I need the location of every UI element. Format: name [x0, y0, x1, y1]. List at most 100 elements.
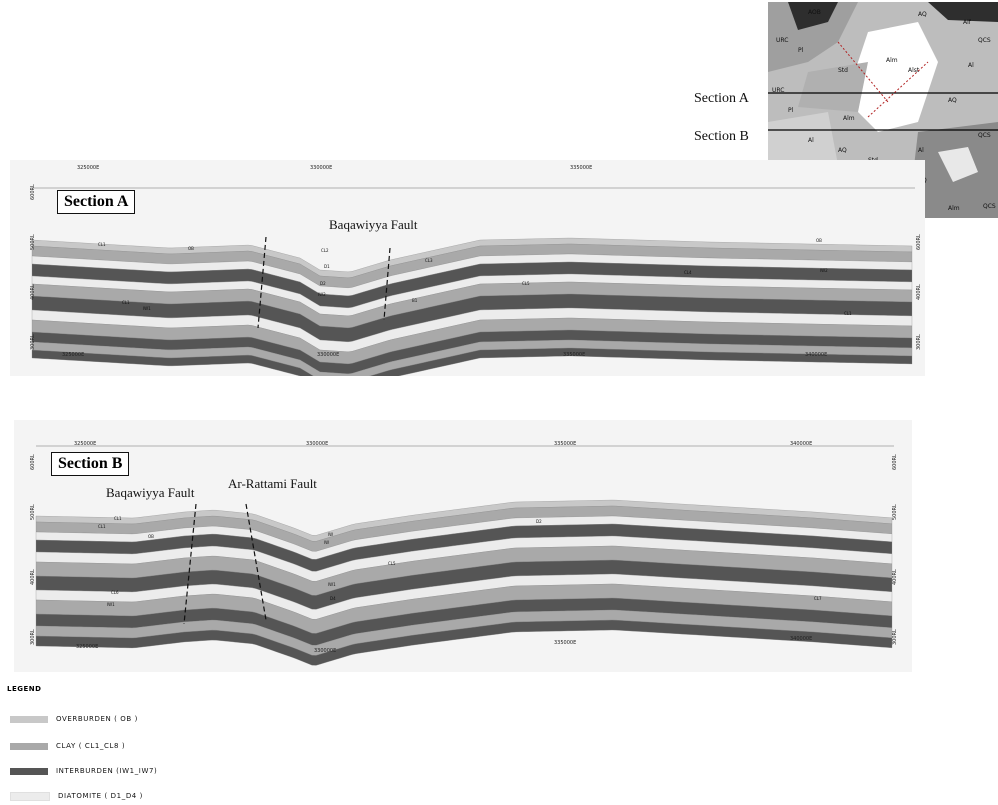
section-a-right-rl-label: 300RL [916, 334, 922, 350]
section-b-top-easting-label: 340000E [790, 441, 812, 447]
section-a-bottom-easting-label: 330000E [317, 352, 339, 358]
section-b-cross-section: 325000E 330000E 335000E 340000E 325000E 33000… [30, 441, 898, 666]
section-b-right-rl-label: 400RL [892, 569, 898, 585]
layer-interburden [31, 347, 913, 376]
section-a-cross-section: 325000E 330000E 335000E 325000E 330000E 33500… [30, 165, 922, 376]
section-b-top-easting-label: 330000E [306, 441, 328, 447]
section-b-layer-tag: CL1 [114, 516, 122, 521]
section-b-left-rl-label: 400RL [30, 569, 36, 585]
map-zone-mid [798, 62, 868, 112]
map-unit-label: AQ [838, 147, 847, 154]
section-b-fault-baqawiyya [183, 503, 197, 625]
map-light-zone [768, 2, 858, 72]
section-b-layer-tag: CL5 [388, 561, 396, 566]
legend-label: OVERBURDEN ( OB ) [56, 715, 138, 723]
map-unit-label: Std [838, 67, 848, 74]
map-unit-label: URC [772, 87, 784, 94]
section-b-bottom-easting-label: 330000E [314, 648, 336, 654]
section-a-left-rl-label: 300RL [30, 334, 36, 350]
section-b-fault-rattami [245, 503, 267, 621]
section-a-right-rl-label: 600RL [916, 234, 922, 250]
section-b-right-rl-label: 300RL [892, 629, 898, 645]
section-b-layer-tag: IW [328, 532, 333, 537]
legend-swatch [10, 767, 48, 775]
map-unit-label: Alf [963, 19, 972, 26]
legend-item-clay: CLAY ( CL1_CL8 ) [10, 740, 125, 752]
section-a-left-rl-label: 500RL [30, 234, 36, 250]
map-unit-label: AOB [808, 9, 821, 16]
section-a-top-easting-label: 330000E [310, 165, 332, 171]
map-unit-label: Al [968, 62, 974, 69]
legend-swatch [10, 791, 50, 801]
section-b-layer-tag: D2 [536, 519, 542, 524]
section-a-layer-tag: CL1 [122, 300, 130, 305]
legend-title: LEGEND [7, 685, 42, 693]
map-fault-line [837, 41, 889, 103]
section-a-left-rl-label: 600RL [30, 184, 36, 200]
section-a-right-rl-label: 400RL [916, 284, 922, 300]
map-unit-label: QCS [978, 132, 991, 139]
map-unit-label: Alm [886, 57, 898, 64]
legend-swatch [10, 742, 48, 750]
legend-item-overburden: OVERBURDEN ( OB ) [10, 713, 138, 725]
section-a-layer-tag: OB [188, 246, 194, 251]
section-a-layer-tag: CL4 [684, 270, 692, 275]
map-unit-label: AQ [948, 97, 957, 104]
map-fault-line [867, 61, 929, 118]
section-b-layer-tag: CL7 [814, 596, 822, 601]
section-a-fault-label: Baqawiyya Fault [329, 217, 418, 232]
legend-item-interburden: INTERBURDEN (IW1_IW7) [10, 765, 157, 777]
map-section-a-label: Section A [694, 91, 749, 106]
section-a-bottom-easting-label: 340000E [805, 352, 827, 358]
section-b-layer-tag: IW [324, 540, 329, 545]
section-a-layer-tag: D1 [324, 264, 330, 269]
section-a-bottom-easting-label: 325000E [62, 352, 84, 358]
section-a-layer-tag: IW2 [318, 292, 326, 297]
section-a-layer-tag: CL2 [321, 248, 329, 253]
section-b-layer-tag: IW1 [328, 582, 336, 587]
section-a-fault-2 [383, 247, 391, 321]
section-b-layer-tag: D4 [330, 596, 336, 601]
section-b-layer-tag: CL6 [111, 590, 119, 595]
section-a-layer-tag: IW2 [820, 268, 828, 273]
map-spots [938, 147, 978, 182]
section-b-bottom-easting-label: 325000E [76, 644, 98, 650]
map-unit-label: AQ [918, 11, 927, 18]
section-a-left-rl-label: 400RL [30, 284, 36, 300]
section-a-layer-tag: OB [816, 238, 822, 243]
legend-swatch [10, 715, 48, 723]
section-a-layer-tag: D2 [320, 281, 326, 286]
legend-item-diatomite: DIATOMITE ( D1_D4 ) [10, 790, 143, 802]
map-unit-label: Al [918, 147, 924, 154]
section-b-layer-tag: CL1 [98, 524, 106, 529]
section-b-left-rl-label: 300RL [30, 629, 36, 645]
section-a-layer-tag: CL1 [844, 311, 852, 316]
legend-label: INTERBURDEN (IW1_IW7) [56, 767, 158, 775]
legend-label: DIATOMITE ( D1_D4 ) [58, 792, 144, 800]
section-a-layer-tag: CL1 [98, 242, 106, 247]
map-unit-label: Alm [948, 205, 960, 212]
section-a-layer-tag: CL3 [425, 258, 433, 263]
section-a-layer-tag: CL5 [522, 281, 530, 286]
map-unit-label: Alst [908, 67, 920, 74]
section-b-fault-label-rattami: Ar-Rattami Fault [228, 476, 317, 491]
section-b-top-easting-label: 335000E [554, 441, 576, 447]
map-section-b-label: Section B [694, 129, 749, 144]
section-b-title: Section B [51, 452, 130, 476]
map-unit-label: QCS [983, 203, 996, 210]
section-a-title: Section A [57, 190, 136, 214]
section-b-layer-tag: IW1 [107, 602, 115, 607]
map-unit-label: QCS [978, 37, 991, 44]
section-a-top-easting-label: 335000E [570, 165, 592, 171]
section-b-right-rl-label: 600RL [892, 454, 898, 470]
map-unit-label: Pl [798, 47, 804, 54]
layer-interburden [35, 619, 893, 666]
legend-label: CLAY ( CL1_CL8 ) [56, 742, 126, 750]
section-b-right-rl-label: 500RL [892, 504, 898, 520]
section-b-layer-tag: OB [148, 534, 154, 539]
map-unit-label: Alm [843, 115, 855, 122]
section-a-top-easting-label: 325000E [77, 165, 99, 171]
map-dark-zone [788, 2, 838, 30]
map-unit-label: URC [776, 37, 788, 44]
section-a-bottom-easting-label: 335000E [563, 352, 585, 358]
